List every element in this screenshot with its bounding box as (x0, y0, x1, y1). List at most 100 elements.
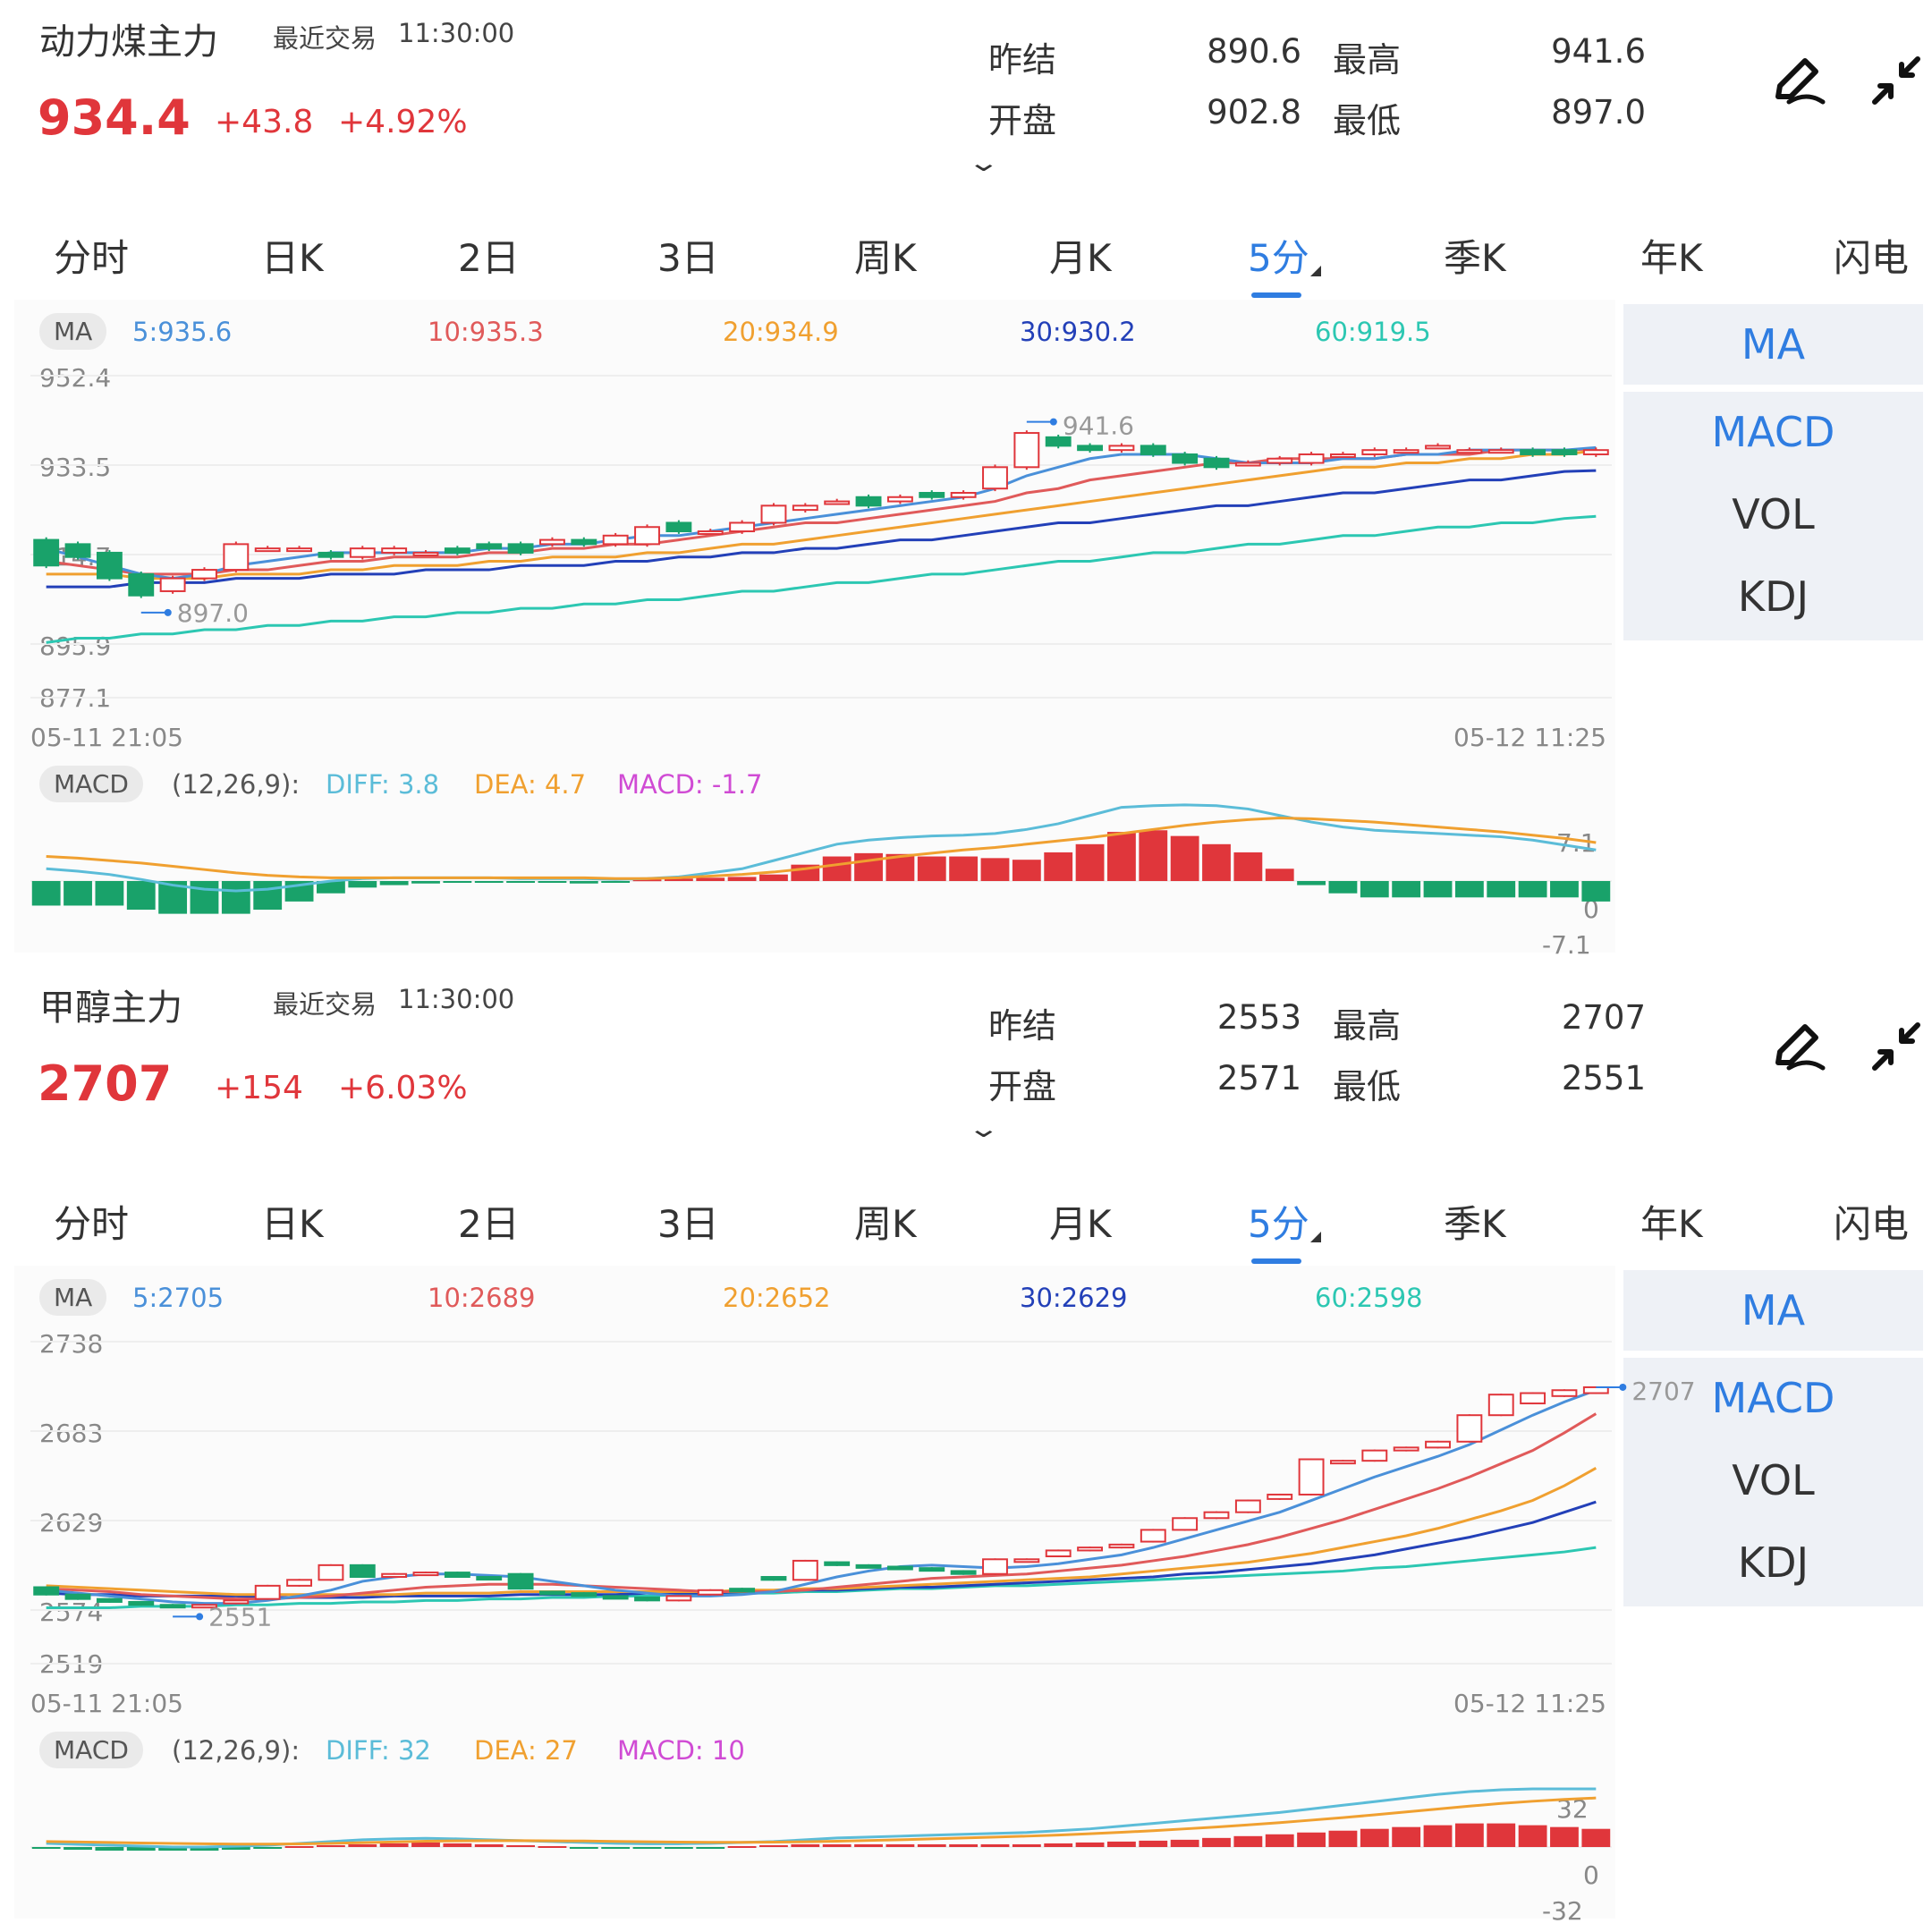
macd-bar (822, 856, 852, 881)
y-tick: 933.5 (39, 453, 112, 482)
tab-item[interactable]: 闪电 (1834, 1202, 1910, 1246)
macd-bar (791, 1843, 820, 1847)
high-value: 941.6 (1551, 32, 1646, 71)
macd-bar (31, 881, 61, 906)
tab-item[interactable]: 5分 (1248, 1202, 1309, 1246)
contract-name: 动力煤主力 (39, 21, 218, 63)
collapse-arrows-icon[interactable] (1869, 1020, 1923, 1073)
tab-item[interactable]: 3日 (657, 1202, 719, 1246)
ma30-line (46, 469, 1597, 589)
tab-item[interactable]: 周K (854, 1202, 917, 1246)
macd-bar (569, 881, 598, 884)
macd-bar (601, 1847, 631, 1850)
tab-item[interactable]: 2日 (458, 236, 520, 280)
ma-badge[interactable]: MA (39, 313, 107, 350)
last-price: 934.4 (38, 89, 191, 146)
indicator-vol[interactable]: VOL (1732, 490, 1815, 538)
macd-bar (917, 1843, 946, 1847)
candle-body (1267, 1493, 1293, 1500)
candle-body (539, 1590, 565, 1596)
candle-body (1077, 1546, 1103, 1552)
tab-item[interactable]: 月K (1049, 236, 1112, 280)
prev-settle-value: 2553 (1216, 998, 1301, 1037)
tab-item[interactable]: 闪电 (1834, 236, 1910, 280)
candle-body (855, 496, 882, 507)
indicator-macd[interactable]: MACD (1711, 1374, 1835, 1422)
macd-bar (1581, 881, 1611, 902)
tab-item[interactable]: 季K (1444, 1202, 1506, 1246)
macd-bar (1139, 830, 1168, 881)
candle-body (950, 1570, 977, 1575)
candle-body (634, 526, 660, 546)
pencil-draw-icon[interactable] (1771, 52, 1826, 107)
y-tick: 2683 (39, 1419, 104, 1448)
macd-badge[interactable]: MACD (39, 1732, 143, 1768)
macd-bar (348, 881, 377, 888)
candle-body (1203, 457, 1230, 469)
tab-item[interactable]: 日K (261, 1202, 324, 1246)
candle-body (1361, 1449, 1388, 1462)
macd-bar (1107, 832, 1136, 881)
macd-tick-zero: 0 (1583, 894, 1599, 924)
tab-item[interactable]: 分时 (54, 1202, 130, 1246)
macd-bar (854, 1843, 883, 1847)
candle-body (381, 547, 408, 554)
candle-body (223, 1599, 250, 1605)
candle-body (1551, 449, 1578, 455)
macd-bar (1044, 1843, 1073, 1847)
macd-bar (538, 1845, 567, 1848)
ma30-value: 30:930.2 (1020, 317, 1136, 347)
candle-body (1267, 457, 1293, 464)
tab-item[interactable]: 月K (1049, 1202, 1112, 1246)
macd-bar (379, 881, 409, 886)
candle-body (507, 543, 534, 554)
candle-body (1298, 453, 1325, 464)
x-end-label: 05-12 11:25 (1453, 723, 1606, 752)
indicator-macd[interactable]: MACD (1711, 408, 1835, 456)
candle-body (1393, 449, 1419, 454)
indicator-ma[interactable]: MA (1623, 304, 1923, 385)
y-tick: 2574 (39, 1597, 104, 1627)
tab-item[interactable]: 3日 (657, 236, 719, 280)
pencil-draw-icon[interactable] (1771, 1018, 1826, 1073)
macd-bar (253, 881, 283, 911)
macd-bar (284, 1845, 314, 1848)
chevron-down-icon[interactable]: ⌄ (966, 1114, 1001, 1143)
candle-body (571, 1592, 597, 1597)
low-marker-label: 2551 (208, 1602, 272, 1631)
candle-body (950, 491, 977, 498)
prev-settle-value: 890.6 (1207, 32, 1301, 71)
candle-body (697, 1589, 724, 1596)
indicator-kdj[interactable]: KDJ (1737, 1538, 1809, 1587)
indicator-ma[interactable]: MA (1623, 1270, 1923, 1351)
chevron-down-icon[interactable]: ⌄ (966, 148, 1001, 177)
tab-item[interactable]: 2日 (458, 1202, 520, 1246)
candle-body (1140, 1529, 1166, 1543)
candle-body (1140, 445, 1166, 455)
tab-item[interactable]: 季K (1444, 236, 1506, 280)
ma5-line (46, 1388, 1597, 1606)
tab-item[interactable]: 日K (261, 236, 324, 280)
macd-badge[interactable]: MACD (39, 766, 143, 802)
tab-item[interactable]: 分时 (54, 236, 130, 280)
macd-bar (31, 1847, 61, 1850)
collapse-arrows-icon[interactable] (1869, 54, 1923, 107)
tab-item[interactable]: 周K (854, 236, 917, 280)
tab-item[interactable]: 年K (1640, 236, 1703, 280)
candle-body (1172, 453, 1199, 464)
low-label: 最低 (1333, 101, 1402, 140)
ma60-line (46, 1546, 1597, 1610)
candle-body (919, 1567, 945, 1572)
high-label: 最高 (1333, 40, 1402, 80)
tab-item[interactable]: 5分 (1248, 236, 1309, 280)
candle-body (476, 543, 503, 550)
indicator-kdj[interactable]: KDJ (1737, 572, 1809, 621)
ma-badge[interactable]: MA (39, 1279, 107, 1316)
tab-item[interactable]: 年K (1640, 1202, 1703, 1246)
macd-bar (1170, 835, 1199, 881)
period-tabs: 分时 日K 2日 3日 周K 月K 5分 季K 年K 闪电 (0, 1176, 1932, 1264)
macd-bar (1265, 869, 1294, 881)
macd-bar (1328, 881, 1358, 894)
indicator-vol[interactable]: VOL (1732, 1456, 1815, 1504)
active-tab-underline (1251, 1258, 1301, 1264)
